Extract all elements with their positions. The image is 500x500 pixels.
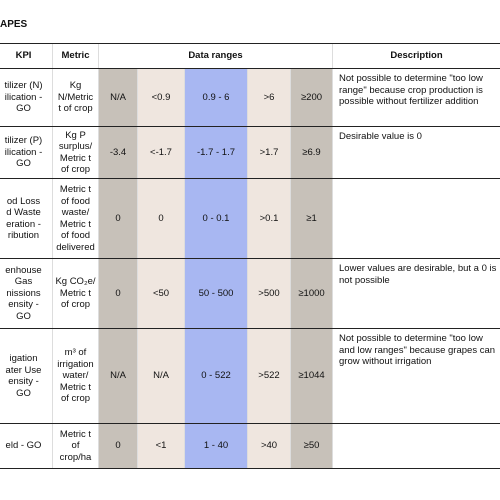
description-cell: Not possible to determine "too low and l… bbox=[332, 328, 500, 424]
header-cell: Data ranges bbox=[97, 43, 333, 69]
range-cell: <50 bbox=[137, 258, 185, 329]
range-cell: 0.9 - 6 bbox=[184, 68, 248, 127]
table-row: tilizer (P) ilication - GO Kg P surplus/ … bbox=[0, 126, 500, 179]
range-cell: ≥50 bbox=[289, 423, 333, 469]
kpi-table: KPI Metric Data ranges Description tiliz… bbox=[0, 43, 500, 469]
table-row: od Loss d Waste eration - ribution Metric… bbox=[0, 178, 500, 259]
range-cell: 0 bbox=[98, 178, 138, 259]
range-cell: <0.9 bbox=[137, 68, 185, 127]
header-cell: Description bbox=[332, 43, 500, 69]
range-cell: >6 bbox=[247, 68, 291, 127]
table-body: tilizer (N) ilication - GO Kg N/Metric t … bbox=[0, 68, 500, 469]
header-cell: KPI bbox=[0, 43, 53, 69]
range-cell: >0.1 bbox=[247, 178, 291, 259]
table-row: tilizer (N) ilication - GO Kg N/Metric t … bbox=[0, 68, 500, 127]
range-cell: N/A bbox=[98, 328, 138, 424]
kpi-cell: igation ater Use ensity - GO bbox=[0, 328, 53, 424]
metric-cell: Kg CO₂e/ Metric t of crop bbox=[52, 258, 99, 329]
metric-cell: Kg P surplus/ Metric t of crop bbox=[52, 126, 99, 179]
range-cell: ≥1044 bbox=[289, 328, 333, 424]
kpi-cell: eld - GO bbox=[0, 423, 53, 469]
description-cell: Not possible to determine "too low range… bbox=[332, 68, 500, 127]
range-cell: 0 - 0.1 bbox=[184, 178, 248, 259]
range-cell: 1 - 40 bbox=[184, 423, 248, 469]
range-cell: ≥200 bbox=[289, 68, 333, 127]
range-cell: N/A bbox=[98, 68, 138, 127]
range-cell: 0 bbox=[98, 423, 138, 469]
range-cell: >522 bbox=[247, 328, 291, 424]
range-cell: ≥1 bbox=[289, 178, 333, 259]
title: APES bbox=[0, 19, 28, 30]
metric-cell: Kg N/Metric t of crop bbox=[52, 68, 99, 127]
metric-cell: Metric t of food waste/ Metric t of food… bbox=[52, 178, 99, 259]
kpi-cell: enhouse Gas nissions ensity - GO bbox=[0, 258, 53, 329]
table-row: igation ater Use ensity - GO m³ of irriga… bbox=[0, 328, 500, 424]
range-cell: -1.7 - 1.7 bbox=[184, 126, 248, 179]
header-cell: Metric bbox=[52, 43, 99, 69]
table-row: enhouse Gas nissions ensity - GO Kg CO₂e/… bbox=[0, 258, 500, 329]
range-cell: >40 bbox=[247, 423, 291, 469]
range-cell: 50 - 500 bbox=[184, 258, 248, 329]
metric-cell: m³ of irrigation water/ Metric t of crop bbox=[52, 328, 99, 424]
range-cell: ≥6.9 bbox=[289, 126, 333, 179]
kpi-cell: tilizer (P) ilication - GO bbox=[0, 126, 53, 179]
range-cell: N/A bbox=[137, 328, 185, 424]
description-cell bbox=[332, 178, 500, 259]
kpi-cell: od Loss d Waste eration - ribution bbox=[0, 178, 53, 259]
metric-cell: Metric t of crop/ha bbox=[52, 423, 99, 469]
range-cell: <1 bbox=[137, 423, 185, 469]
description-cell: Lower values are desirable, but a 0 is n… bbox=[332, 258, 500, 329]
range-cell: >1.7 bbox=[247, 126, 291, 179]
range-cell: 0 bbox=[98, 258, 138, 329]
range-cell: 0 bbox=[137, 178, 185, 259]
range-cell: >500 bbox=[247, 258, 291, 329]
kpi-cell: tilizer (N) ilication - GO bbox=[0, 68, 53, 127]
range-cell: <-1.7 bbox=[137, 126, 185, 179]
description-cell bbox=[332, 423, 500, 469]
range-cell: -3.4 bbox=[98, 126, 138, 179]
range-cell: ≥1000 bbox=[289, 258, 333, 329]
range-cell: 0 - 522 bbox=[184, 328, 248, 424]
table-row: eld - GO Metric t of crop/ha 0 <1 1 - 40 >40 ≥… bbox=[0, 423, 500, 469]
description-cell: Desirable value is 0 bbox=[332, 126, 500, 179]
header-row: KPI Metric Data ranges Description bbox=[0, 43, 500, 69]
